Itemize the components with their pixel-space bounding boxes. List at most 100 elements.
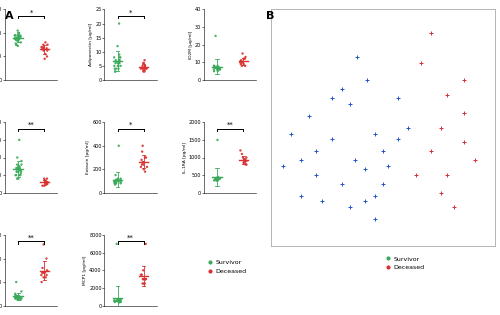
Point: [113, 298, 121, 303]
Point: [16, 35, 24, 40]
Point: [328, 95, 336, 100]
Point: [212, 175, 220, 180]
Point: [112, 177, 120, 182]
Point: [16, 166, 24, 171]
Point: [14, 294, 22, 299]
Point: [112, 181, 120, 186]
Point: [237, 58, 245, 63]
Point: [114, 43, 122, 49]
Point: [139, 66, 147, 71]
Point: [44, 42, 52, 47]
Point: [213, 176, 221, 181]
Text: **: **: [28, 122, 34, 128]
Text: **: **: [28, 235, 34, 241]
Point: [12, 41, 20, 46]
Point: [40, 176, 48, 181]
Point: [17, 167, 25, 172]
Point: [312, 149, 320, 154]
Point: [111, 66, 119, 71]
Point: [40, 242, 48, 247]
Point: [427, 31, 435, 36]
Point: [236, 148, 244, 153]
Point: [213, 177, 221, 182]
Point: [43, 48, 51, 53]
Point: [338, 87, 346, 92]
Point: [212, 178, 220, 183]
Y-axis label: IL-1RA [pg/ml]: IL-1RA [pg/ml]: [182, 142, 186, 173]
Point: [139, 277, 147, 282]
Point: [42, 256, 50, 261]
Point: [40, 178, 48, 183]
Text: *: *: [129, 9, 132, 15]
Point: [11, 291, 19, 296]
Point: [18, 162, 25, 167]
Point: [238, 60, 246, 65]
Point: [12, 36, 20, 41]
Point: [40, 56, 48, 61]
Point: [242, 155, 250, 160]
Point: [138, 272, 145, 277]
Point: [305, 113, 313, 118]
Point: [11, 295, 19, 300]
Point: [460, 140, 468, 145]
Y-axis label: MCP1 [pg/ml]: MCP1 [pg/ml]: [83, 255, 87, 285]
Point: [297, 158, 305, 163]
Point: [42, 180, 50, 185]
Point: [111, 180, 119, 185]
Point: [139, 160, 147, 165]
Point: [15, 294, 23, 299]
Legend: Survivor, Deceased: Survivor, Deceased: [386, 256, 425, 270]
Point: [214, 175, 222, 180]
Point: [41, 178, 49, 183]
Point: [379, 181, 387, 186]
Point: [214, 67, 222, 72]
Point: [112, 69, 120, 74]
Point: [214, 137, 222, 142]
Point: [110, 298, 118, 303]
Point: [140, 69, 148, 74]
Y-axis label: Eotaxin [pg/ml]: Eotaxin [pg/ml]: [86, 141, 90, 174]
Point: [14, 297, 22, 302]
Point: [14, 33, 22, 38]
Point: [141, 63, 149, 68]
Point: [211, 65, 219, 70]
Point: [14, 297, 22, 302]
Point: [238, 51, 246, 56]
Point: [384, 163, 392, 169]
Point: [42, 181, 50, 186]
Point: [42, 181, 50, 186]
Point: [16, 297, 24, 302]
Point: [112, 173, 120, 178]
Point: [38, 279, 46, 284]
Point: [14, 31, 22, 36]
Point: [12, 42, 20, 47]
Point: [139, 160, 147, 165]
Point: [14, 155, 22, 160]
Point: [14, 35, 22, 40]
Point: [142, 277, 150, 282]
Point: [16, 33, 24, 38]
Point: [44, 180, 52, 185]
Point: [417, 60, 425, 65]
Point: [116, 58, 124, 63]
Point: [238, 60, 246, 65]
Point: [216, 175, 224, 180]
Point: [211, 177, 219, 182]
Point: [212, 65, 220, 70]
Y-axis label: Adiponectin [μg/ml]: Adiponectin [μg/ml]: [90, 23, 94, 66]
Point: [12, 294, 20, 299]
Point: [114, 298, 122, 303]
Point: [14, 28, 22, 33]
Point: [242, 158, 250, 163]
Point: [12, 173, 20, 178]
Point: [312, 172, 320, 177]
Point: [240, 157, 248, 162]
Point: [14, 294, 22, 299]
Point: [242, 158, 250, 163]
Point: [38, 270, 46, 275]
Point: [442, 172, 450, 177]
Point: [214, 178, 222, 183]
Point: [114, 298, 122, 303]
Point: [350, 158, 358, 163]
Point: [13, 36, 21, 41]
